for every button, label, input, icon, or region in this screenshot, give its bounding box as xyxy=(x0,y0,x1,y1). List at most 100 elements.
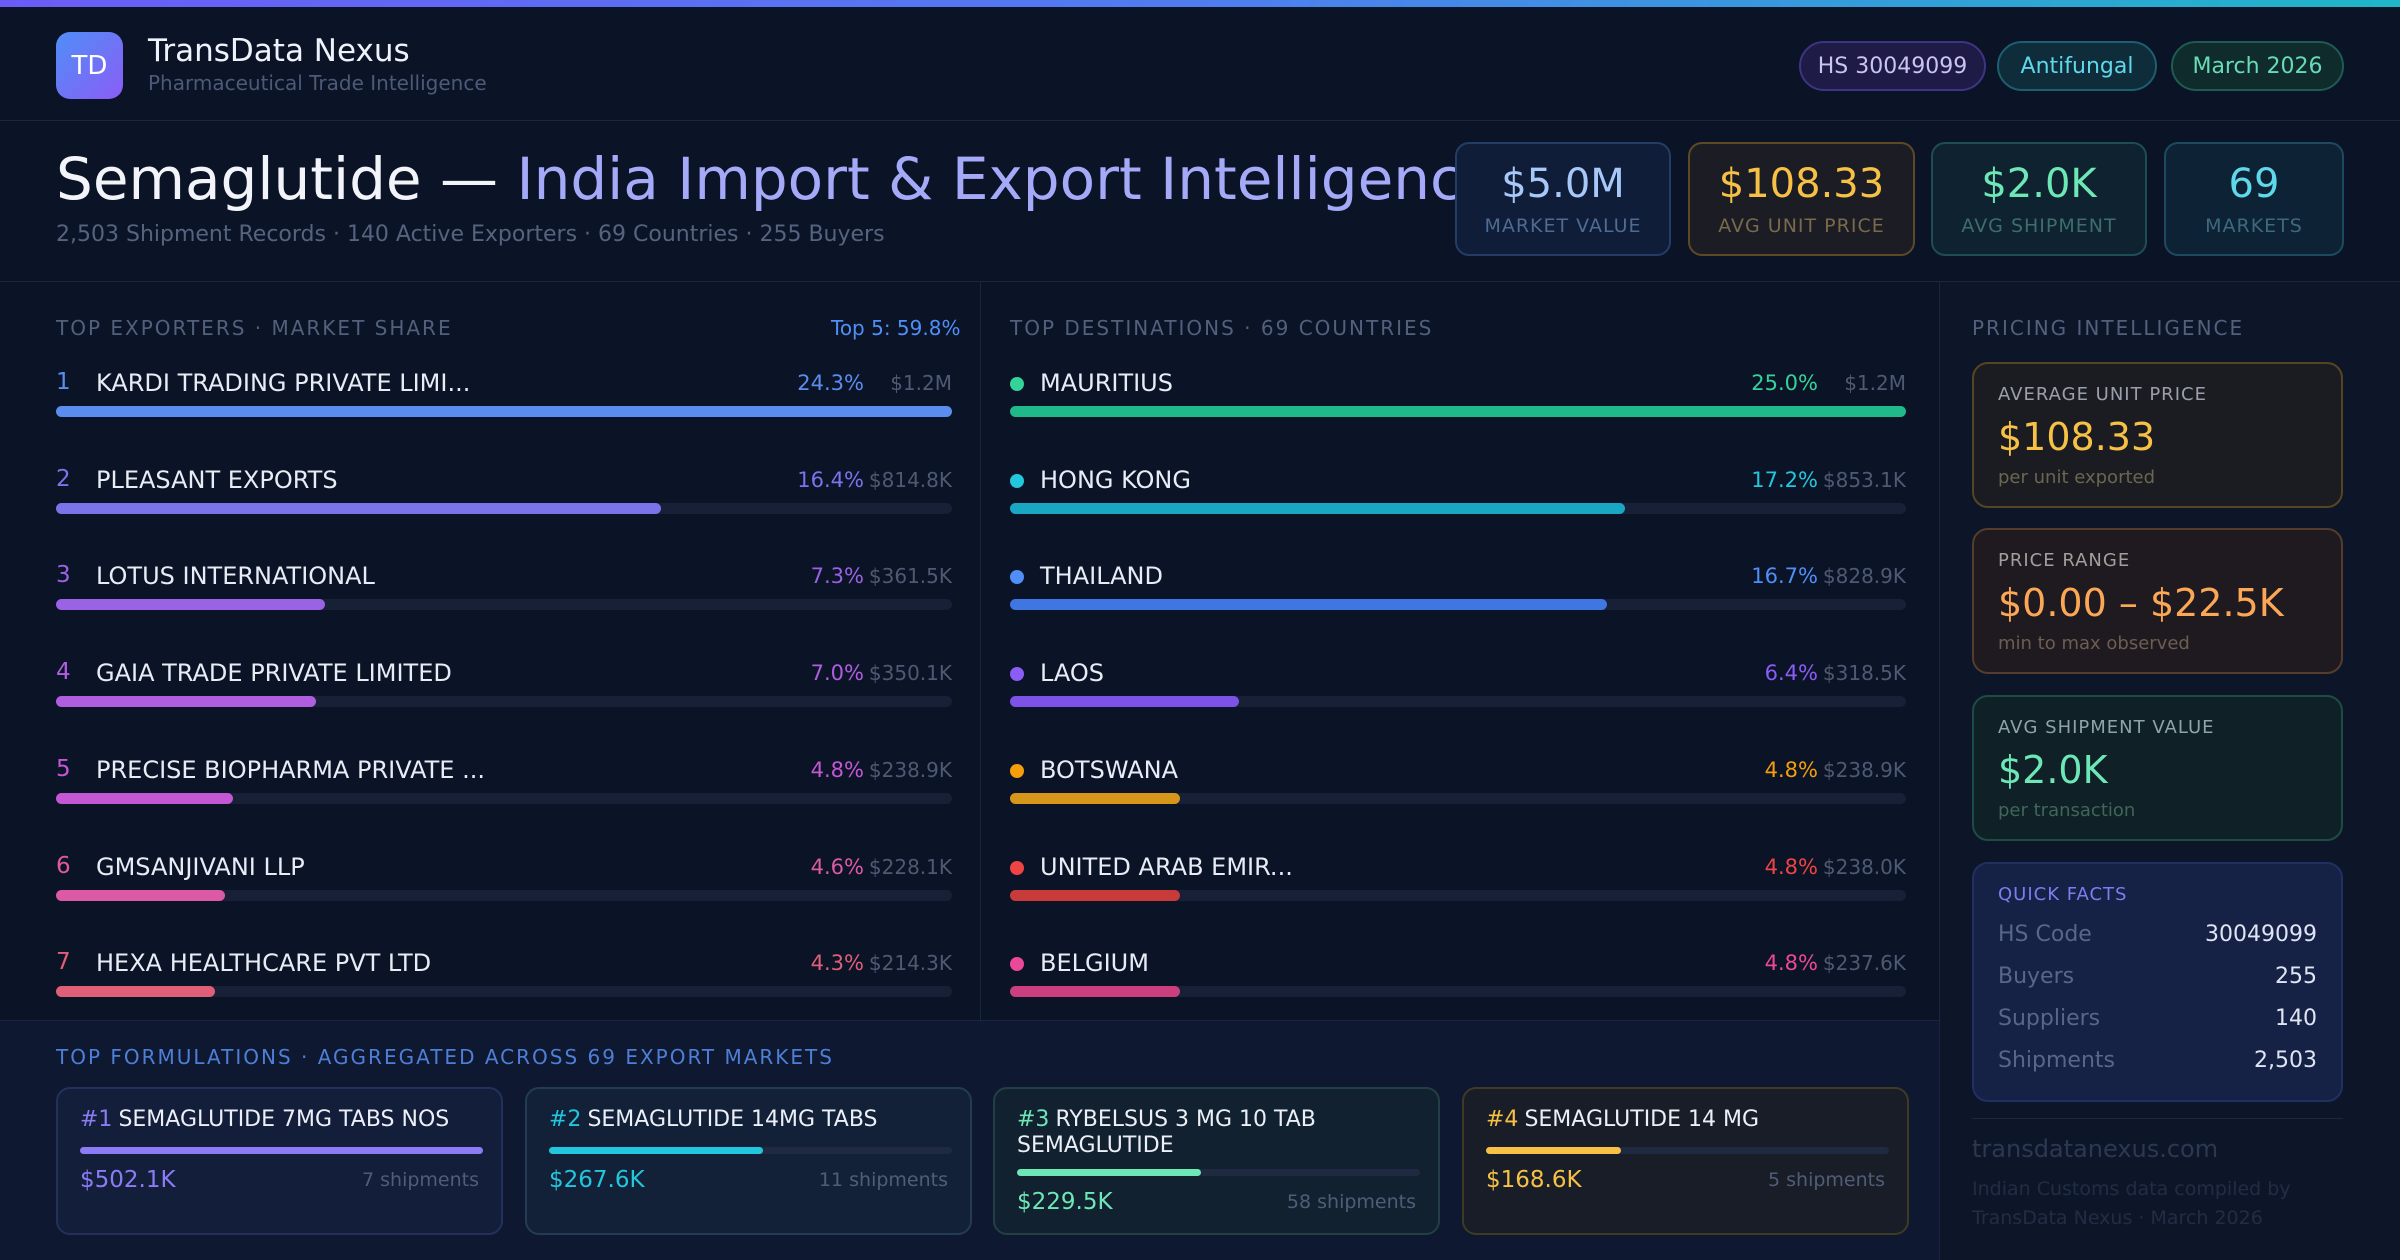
exporter-bar-track xyxy=(56,599,952,611)
page-title: Semaglutide — India Import & Export Inte… xyxy=(56,145,1498,213)
card-label: AVG SHIPMENT VALUE xyxy=(1998,717,2215,738)
hs-code-tag[interactable]: HS 30049099 xyxy=(1799,41,1986,91)
card-value: $108.33 xyxy=(1998,415,2156,459)
kpi-label: AVG SHIPMENT xyxy=(1961,215,2117,237)
kpi-value: $108.33 xyxy=(1718,161,1885,207)
period-tag[interactable]: March 2026 xyxy=(2171,41,2344,91)
kpi-value: 69 xyxy=(2228,161,2280,207)
exporter-row[interactable]: 2 PLEASANT EXPORTS 16.4% $814.8K xyxy=(56,466,952,526)
category-tag[interactable]: Antifungal xyxy=(1997,41,2157,91)
formulation-shipments: 5 shipments xyxy=(1768,1169,1885,1191)
price-range-card: PRICE RANGE $0.00 – $22.5K min to max ob… xyxy=(1972,528,2343,674)
exporter-rank: 3 xyxy=(56,562,71,589)
exporter-row[interactable]: 6 GMSANJIVANI LLP 4.6% $228.1K xyxy=(56,853,952,913)
exporter-share-pct: 4.8% xyxy=(810,757,864,782)
quick-fact-row: Suppliers 140 xyxy=(1998,1006,2317,1031)
exporter-share-pct: 7.0% xyxy=(810,661,864,686)
formulation-bar-fill xyxy=(1017,1169,1202,1176)
formulation-bar-track xyxy=(1017,1169,1420,1176)
destination-row[interactable]: MAURITIUS 25.0% $1.2M xyxy=(1010,369,1906,429)
destination-bar-track xyxy=(1010,406,1906,417)
destination-value: $853.1K xyxy=(1822,467,1906,492)
brand-subtitle: Pharmaceutical Trade Intelligence xyxy=(148,71,487,95)
destination-name: THAILAND xyxy=(1040,562,1163,591)
exporter-value: $228.1K xyxy=(868,854,952,879)
exporter-row[interactable]: 3 LOTUS INTERNATIONAL 7.3% $361.5K xyxy=(56,562,952,622)
destination-dot xyxy=(1010,667,1024,682)
exporter-row[interactable]: 1 KARDI TRADING PRIVATE LIMI... 24.3% $1.2M xyxy=(56,369,952,429)
exporter-share-pct: 4.6% xyxy=(810,854,864,879)
destination-share-pct: 25.0% xyxy=(1751,371,1818,395)
fact-value: 30049099 xyxy=(2205,922,2317,947)
destination-dot xyxy=(1010,763,1024,778)
formulation-value: $168.6K xyxy=(1486,1167,1582,1193)
destination-bar-track xyxy=(1010,986,1906,998)
exporter-row[interactable]: 4 GAIA TRADE PRIVATE LIMITED 7.0% $350.1K xyxy=(56,659,952,719)
formulation-title: SEMAGLUTIDE 14 MG xyxy=(1524,1107,1760,1132)
exporters-section-label: TOP EXPORTERS · MARKET SHARE xyxy=(56,316,453,340)
formulation-value: $229.5K xyxy=(1017,1189,1113,1215)
destination-name: LAOS xyxy=(1040,659,1105,688)
card-caption: per transaction xyxy=(1998,800,2136,821)
exporter-bar-track xyxy=(56,986,952,998)
formulation-value: $502.1K xyxy=(80,1167,176,1193)
destination-row[interactable]: HONG KONG 17.2% $853.1K xyxy=(1010,466,1906,526)
formulation-card[interactable]: #4 SEMAGLUTIDE 14 MG $168.6K 5 shipments xyxy=(1462,1087,1909,1235)
fact-value: 255 xyxy=(2275,964,2317,989)
quick-fact-row: Shipments 2,503 xyxy=(1998,1048,2317,1073)
destination-bar-fill xyxy=(1010,792,1181,804)
exporter-row[interactable]: 5 PRECISE BIOPHARMA PRIVATE ... 4.8% $238.9… xyxy=(56,756,952,816)
destination-value: $238.0K xyxy=(1822,854,1906,879)
destination-row[interactable]: UNITED ARAB EMIR... 4.8% $238.0K xyxy=(1010,853,1906,913)
site-link[interactable]: transdatanexus.com xyxy=(1972,1135,2219,1163)
top5-share: Top 5: 59.8% xyxy=(831,316,961,340)
brand-logo[interactable]: TD xyxy=(56,32,123,99)
destination-bar-fill xyxy=(1010,889,1181,901)
formulations-section: TOP FORMULATIONS · AGGREGATED ACROSS 69 … xyxy=(0,1020,1939,1260)
fact-key: Suppliers xyxy=(1998,1006,2101,1031)
pricing-sidebar: PRICING INTELLIGENCE AVERAGE UNIT PRICE … xyxy=(1939,282,2400,1260)
destination-name: BELGIUM xyxy=(1040,949,1149,978)
page-title-main: Semaglutide — xyxy=(56,145,517,213)
exporter-rank: 2 xyxy=(56,465,71,492)
exporter-name: HEXA HEALTHCARE PVT LTD xyxy=(96,949,432,978)
sidebar-divider xyxy=(1972,1118,2343,1119)
exporter-row[interactable]: 7 HEXA HEALTHCARE PVT LTD 4.3% $214.3K xyxy=(56,949,952,1009)
avg-shipment-value-card: AVG SHIPMENT VALUE $2.0K per transaction xyxy=(1972,695,2343,841)
formulation-title: SEMAGLUTIDE 7MG TABS NOS xyxy=(118,1107,450,1132)
formulation-card[interactable]: #1 SEMAGLUTIDE 7MG TABS NOS $502.1K 7 shi… xyxy=(56,1087,503,1235)
formulation-card[interactable]: #2 SEMAGLUTIDE 14MG TABS $267.6K 11 shipm… xyxy=(525,1087,972,1235)
destination-bar-track xyxy=(1010,889,1906,901)
exporter-name: KARDI TRADING PRIVATE LIMI... xyxy=(96,369,471,397)
page-title-highlight: India Import & Export Intelligence xyxy=(516,145,1498,213)
kpi-avg-shipment: $2.0K AVG SHIPMENT xyxy=(1931,142,2147,256)
destination-row[interactable]: THAILAND 16.7% $828.9K xyxy=(1010,562,1906,622)
destination-dot xyxy=(1010,860,1024,875)
destination-value: $318.5K xyxy=(1822,661,1906,686)
formulation-bar-track xyxy=(549,1147,952,1154)
formulation-name: #4 SEMAGLUTIDE 14 MG xyxy=(1486,1107,1886,1133)
hero-section: Semaglutide — India Import & Export Inte… xyxy=(0,121,2400,282)
exporter-rank: 6 xyxy=(56,852,71,879)
formulation-card[interactable]: #3 RYBELSUS 3 MG 10 TAB SEMAGLUTIDE $229.… xyxy=(993,1087,1440,1235)
exporter-value: $350.1K xyxy=(868,661,952,686)
destination-row[interactable]: LAOS 6.4% $318.5K xyxy=(1010,659,1906,719)
fact-key: Buyers xyxy=(1998,964,2075,989)
destination-row[interactable]: BOTSWANA 4.8% $238.9K xyxy=(1010,756,1906,816)
exporter-bar-fill xyxy=(56,792,233,804)
destination-bar-fill xyxy=(1010,696,1240,708)
formulation-shipments: 11 shipments xyxy=(818,1169,948,1191)
formulation-shipments: 7 shipments xyxy=(362,1169,479,1191)
formulation-name: #1 SEMAGLUTIDE 7MG TABS NOS xyxy=(80,1107,480,1133)
exporter-share-pct: 7.3% xyxy=(810,564,864,589)
destination-bar-track xyxy=(1010,599,1906,611)
destination-share-pct: 6.4% xyxy=(1764,661,1818,686)
destination-name: MAURITIUS xyxy=(1040,369,1173,397)
formulation-title: RYBELSUS 3 MG 10 TAB SEMAGLUTIDE xyxy=(1017,1107,1316,1158)
exporter-bar-fill xyxy=(56,599,325,611)
formulation-name: #3 RYBELSUS 3 MG 10 TAB SEMAGLUTIDE xyxy=(1017,1107,1317,1159)
formulation-value: $267.6K xyxy=(549,1167,645,1193)
destination-row[interactable]: BELGIUM 4.8% $237.6K xyxy=(1010,949,1906,1009)
formulation-rank: #1 xyxy=(80,1107,113,1132)
formulation-bar-track xyxy=(1486,1147,1889,1154)
